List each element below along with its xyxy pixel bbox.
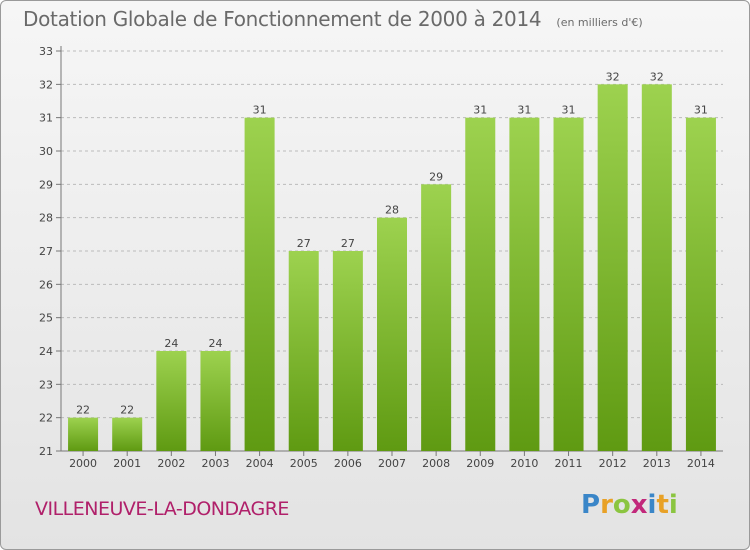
x-tick-label: 2006 [334,457,362,470]
bar-2008 [421,184,452,452]
y-tick-label: 23 [39,378,53,391]
logo-letter: i [668,490,678,520]
chart-subtitle: (en milliers d'€) [556,16,643,29]
bar-value-label: 22 [120,404,134,417]
y-tick-label: 29 [39,178,53,191]
commune-name: VILLENEUVE-LA-DONDAGRE [35,498,289,520]
x-tick-label: 2011 [555,457,583,470]
bar-value-label: 29 [429,170,443,183]
logo-letter: r [600,490,613,520]
bar-value-label: 31 [694,104,708,117]
bar-2005 [288,251,319,451]
chart-title-row: Dotation Globale de Fonctionnement de 20… [23,7,643,31]
bar-2001 [112,417,143,451]
bar-2000 [68,417,99,451]
y-tick-label: 32 [39,78,53,91]
x-tick-label: 2002 [157,457,185,470]
bar-value-label: 27 [341,237,355,250]
logo-letter: t [656,490,669,520]
x-tick-label: 2000 [69,457,97,470]
x-tick-label: 2005 [290,457,318,470]
bar-2014 [685,117,716,452]
bar-value-label: 31 [517,104,531,117]
logo-letter: i [647,490,657,520]
y-tick-label: 25 [39,312,53,325]
logo-letter: x [630,490,648,520]
bar-2013 [641,84,672,451]
y-tick-label: 21 [39,445,53,458]
x-tick-label: 2013 [643,457,671,470]
bar-value-label: 31 [562,104,576,117]
bar-2010 [509,117,540,452]
x-tick-label: 2007 [378,457,406,470]
y-tick-label: 24 [39,345,53,358]
bar-2004 [244,117,275,452]
x-tick-label: 2008 [422,457,450,470]
chart-title: Dotation Globale de Fonctionnement de 20… [23,7,542,31]
bar-value-label: 24 [208,337,222,350]
logo-letter: P [581,490,601,520]
bar-2002 [156,351,187,451]
bar-value-label: 28 [385,204,399,217]
y-tick-label: 31 [39,112,53,125]
bar-value-label: 32 [606,70,620,83]
x-tick-label: 2001 [113,457,141,470]
proxiti-logo: Proxiti [581,490,678,520]
y-tick-label: 33 [39,45,53,58]
bar-2007 [376,217,408,451]
y-tick-label: 30 [39,145,53,158]
bar-value-label: 27 [297,237,311,250]
y-tick-label: 27 [39,245,53,258]
y-tick-label: 26 [39,278,53,291]
x-tick-label: 2012 [599,457,627,470]
bar-2012 [597,84,628,451]
bar-2011 [553,117,584,452]
labels: 21 22 23 24 25 26 27 28 29 30 31 32 33 22 2000 22 2001 24… [39,45,715,470]
x-tick-label: 2009 [466,457,494,470]
bar-2009 [465,117,496,452]
bar-value-label: 24 [164,337,178,350]
bar-2003 [200,351,231,451]
bar-value-label: 22 [76,404,90,417]
bar-value-label: 31 [253,104,267,117]
logo-letter: o [612,490,631,520]
y-tick-label: 22 [39,412,53,425]
bar-value-label: 32 [650,70,664,83]
x-tick-label: 2004 [246,457,274,470]
y-tick-label: 28 [39,212,53,225]
bars [68,84,716,452]
bar-value-label: 31 [473,104,487,117]
x-tick-label: 2010 [510,457,538,470]
x-tick-label: 2003 [201,457,229,470]
x-tick-label: 2014 [687,457,715,470]
bar-2006 [332,251,363,451]
